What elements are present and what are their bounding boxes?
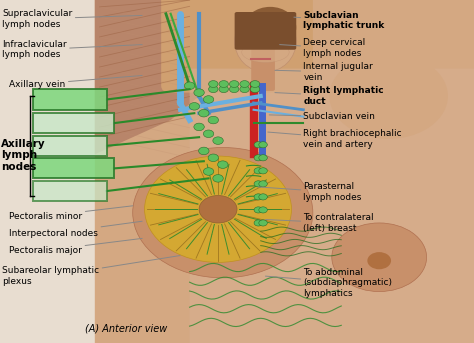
Circle shape (254, 155, 263, 161)
Text: Axillary
lymph
nodes: Axillary lymph nodes (1, 139, 46, 172)
FancyBboxPatch shape (190, 69, 474, 343)
Circle shape (254, 142, 263, 148)
Circle shape (250, 81, 260, 87)
Circle shape (213, 175, 223, 182)
Text: Supraclavicular
lymph nodes: Supraclavicular lymph nodes (2, 9, 142, 28)
Circle shape (218, 161, 228, 168)
Circle shape (259, 220, 267, 226)
Circle shape (199, 109, 209, 117)
Circle shape (254, 168, 263, 174)
Text: (A) Anterior view: (A) Anterior view (85, 323, 168, 333)
Circle shape (194, 89, 204, 96)
Text: Infraclavicular
lymph nodes: Infraclavicular lymph nodes (2, 40, 142, 59)
Text: Subareolar lymphatic
plexus: Subareolar lymphatic plexus (2, 256, 180, 286)
Text: Pectoralis minor: Pectoralis minor (9, 206, 133, 221)
Text: To contralateral
(left) breast: To contralateral (left) breast (265, 213, 374, 233)
Bar (33, 89, 107, 110)
FancyBboxPatch shape (235, 12, 296, 50)
Circle shape (203, 130, 214, 138)
Circle shape (199, 196, 237, 223)
FancyBboxPatch shape (161, 0, 313, 93)
Bar (33, 136, 107, 156)
Circle shape (240, 86, 249, 93)
Circle shape (367, 252, 391, 269)
Bar (33, 181, 107, 201)
Circle shape (254, 220, 263, 226)
Circle shape (250, 86, 260, 93)
Text: Axillary vein: Axillary vein (9, 75, 142, 88)
Text: Right brachiocephalic
vein and artery: Right brachiocephalic vein and artery (268, 129, 402, 149)
Text: Subclavian vein: Subclavian vein (269, 112, 375, 121)
Circle shape (254, 207, 263, 213)
Circle shape (199, 147, 209, 155)
Circle shape (203, 96, 214, 103)
Circle shape (259, 155, 267, 161)
Text: Parasternal
lymph nodes: Parasternal lymph nodes (258, 182, 362, 202)
Text: Interpectoral nodes: Interpectoral nodes (9, 221, 142, 238)
Text: Right lymphatic
duct: Right lymphatic duct (275, 86, 384, 106)
Text: Subclavian
lymphatic trunk: Subclavian lymphatic trunk (294, 11, 384, 30)
Ellipse shape (242, 42, 289, 62)
Text: Deep cervical
lymph nodes: Deep cervical lymph nodes (280, 38, 365, 58)
Circle shape (259, 181, 267, 187)
Circle shape (229, 86, 239, 93)
Circle shape (213, 137, 223, 144)
Circle shape (133, 147, 313, 278)
Bar (33, 113, 114, 133)
Ellipse shape (329, 53, 448, 139)
Circle shape (208, 154, 219, 162)
Ellipse shape (235, 10, 296, 72)
Ellipse shape (244, 7, 296, 48)
Circle shape (219, 86, 228, 93)
Circle shape (209, 86, 218, 93)
Circle shape (259, 194, 267, 200)
Circle shape (209, 81, 218, 87)
Circle shape (189, 103, 200, 110)
Circle shape (194, 123, 204, 131)
FancyBboxPatch shape (251, 46, 275, 91)
Circle shape (254, 194, 263, 200)
Circle shape (208, 116, 219, 124)
Text: Pectoralis major: Pectoralis major (9, 238, 142, 255)
Circle shape (229, 81, 239, 87)
Bar (33, 158, 114, 178)
FancyBboxPatch shape (95, 0, 474, 343)
Text: To abdominal
(subdiaphragmatic)
lymphatics: To abdominal (subdiaphragmatic) lymphati… (265, 268, 392, 298)
Polygon shape (95, 0, 199, 154)
Circle shape (332, 223, 427, 292)
Circle shape (240, 81, 249, 87)
Circle shape (259, 207, 267, 213)
Circle shape (254, 181, 263, 187)
Text: Internal jugular
vein: Internal jugular vein (275, 62, 373, 82)
Circle shape (219, 81, 228, 87)
Circle shape (184, 82, 195, 90)
Circle shape (203, 168, 214, 175)
Circle shape (145, 156, 292, 262)
Circle shape (259, 142, 267, 148)
Circle shape (259, 168, 267, 174)
